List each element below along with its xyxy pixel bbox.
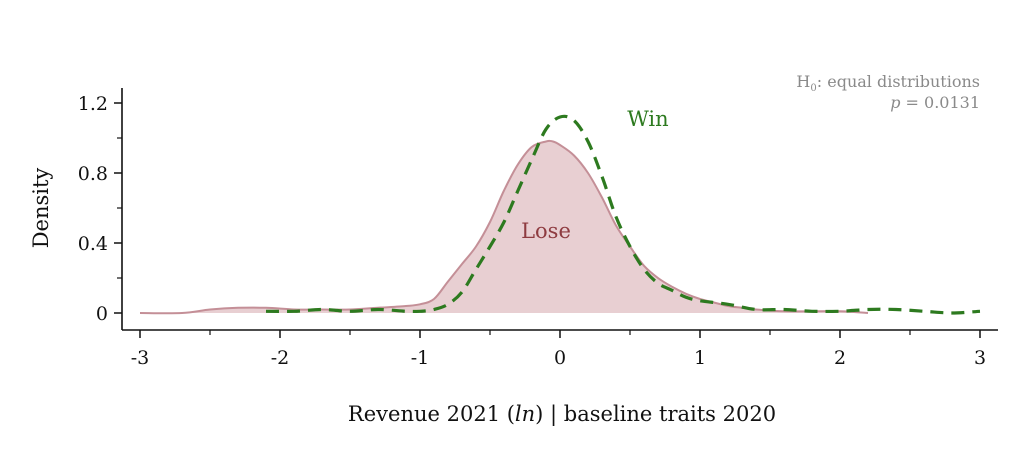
x-axis-title: Revenue 2021 (ln) | baseline traits 2020: [348, 402, 776, 427]
hypothesis-annotation: H0: equal distributions: [796, 72, 980, 94]
y-tick-label: 0.4: [78, 233, 108, 255]
hypothesis-h: H: [796, 72, 810, 91]
hypothesis-text: : equal distributions: [817, 72, 980, 91]
hypothesis-subscript: 0: [810, 83, 816, 94]
x-tick-label: -3: [131, 347, 150, 369]
lose-series-label: Lose: [521, 219, 571, 243]
p-symbol: p: [890, 93, 900, 112]
p-value-text: = 0.0131: [900, 93, 980, 112]
p-value-annotation: p = 0.0131: [890, 93, 980, 112]
x-tick-label: 3: [974, 347, 986, 369]
x-tick-label: 2: [834, 347, 846, 369]
x-ticks: -3 -2 -1 0 1 2 3: [131, 330, 986, 369]
y-tick-label: 1.2: [78, 93, 108, 115]
win-series-label: Win: [627, 107, 668, 131]
y-tick-label: 0.8: [78, 163, 108, 185]
plot-area: [139, 114, 981, 315]
win-density-line: [265, 114, 981, 315]
x-tick-label: -1: [411, 347, 430, 369]
axes: -3 -2 -1 0 1 2 3 0 0.4 0.8 1.2: [78, 88, 998, 369]
x-tick-label: -2: [271, 347, 290, 369]
lose-density-area: [140, 140, 868, 314]
y-axis-title: Density: [29, 168, 53, 249]
x-tick-label: 1: [694, 347, 706, 369]
y-tick-label: 0: [96, 303, 108, 325]
x-tick-label: 0: [554, 347, 566, 369]
y-ticks: 0 0.4 0.8 1.2: [78, 93, 122, 325]
